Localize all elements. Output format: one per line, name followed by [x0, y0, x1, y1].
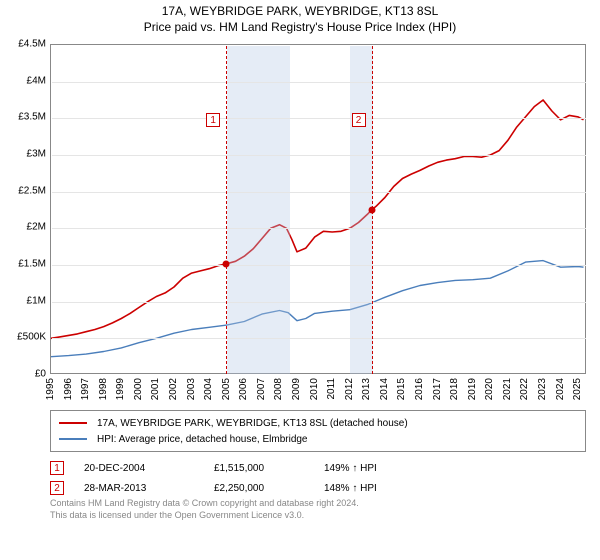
x-axis-label: 2015: [396, 378, 407, 400]
x-axis-label: 2013: [361, 378, 372, 400]
x-axis-label: 2005: [221, 378, 232, 400]
x-axis-label: 2008: [273, 378, 284, 400]
y-axis-label: £1M: [2, 295, 46, 306]
sale-dot: [368, 207, 375, 214]
gridline: [52, 338, 586, 339]
x-axis-label: 2017: [432, 378, 443, 400]
x-axis-label: 2022: [519, 378, 530, 400]
x-axis-label: 1999: [115, 378, 126, 400]
marker-box: 1: [206, 113, 220, 127]
footer-line-2: This data is licensed under the Open Gov…: [50, 510, 586, 522]
legend-swatch: [59, 438, 87, 440]
chart-area: 12 £0£500K£1M£1.5M£2M£2.5M£3M£3.5M£4M£4.…: [50, 44, 586, 374]
y-axis-label: £1.5M: [2, 259, 46, 270]
sale-dot: [223, 260, 230, 267]
title-line-1: 17A, WEYBRIDGE PARK, WEYBRIDGE, KT13 8SL: [0, 4, 600, 18]
y-axis-label: £4.5M: [2, 39, 46, 50]
x-axis-label: 2016: [414, 378, 425, 400]
gridline: [52, 192, 586, 193]
x-axis-label: 2010: [309, 378, 320, 400]
y-axis-label: £3.5M: [2, 112, 46, 123]
x-axis-label: 2021: [502, 378, 513, 400]
gridline: [52, 302, 586, 303]
transaction-row: 2 28-MAR-2013£2,250,000148% ↑ HPI: [50, 478, 586, 498]
x-axis-label: 1997: [80, 378, 91, 400]
x-axis-label: 2003: [186, 378, 197, 400]
transaction-date: 20-DEC-2004: [84, 463, 214, 474]
gridline: [52, 118, 586, 119]
transaction-marker: 1: [50, 461, 64, 475]
x-axis-label: 2011: [326, 378, 337, 400]
y-axis-label: £2M: [2, 222, 46, 233]
transaction-hpi: 149% ↑ HPI: [324, 463, 444, 474]
x-axis-label: 2002: [168, 378, 179, 400]
legend-item: 17A, WEYBRIDGE PARK, WEYBRIDGE, KT13 8SL…: [59, 415, 577, 431]
transactions-table: 1 20-DEC-2004£1,515,000149% ↑ HPI 2 28-MAR-…: [50, 458, 586, 498]
y-axis-label: £4M: [2, 75, 46, 86]
marker-vline: [226, 46, 227, 374]
legend-label: HPI: Average price, detached house, Elmb…: [97, 434, 308, 445]
transaction-price: £1,515,000: [214, 463, 324, 474]
x-axis-label: 2012: [344, 378, 355, 400]
legend-swatch: [59, 422, 87, 424]
x-axis-label: 1995: [45, 378, 56, 400]
title-line-2: Price paid vs. HM Land Registry's House …: [0, 20, 600, 34]
x-axis-label: 2009: [291, 378, 302, 400]
transaction-marker: 2: [50, 481, 64, 495]
chart-title: 17A, WEYBRIDGE PARK, WEYBRIDGE, KT13 8SL…: [0, 0, 600, 34]
transaction-hpi: 148% ↑ HPI: [324, 483, 444, 494]
x-axis-label: 2000: [133, 378, 144, 400]
x-axis-label: 2024: [555, 378, 566, 400]
footer-line-1: Contains HM Land Registry data © Crown c…: [50, 498, 586, 510]
series-line: [51, 261, 584, 357]
x-axis-label: 2020: [484, 378, 495, 400]
x-axis-label: 1998: [98, 378, 109, 400]
x-axis-label: 2001: [150, 378, 161, 400]
x-axis-label: 2007: [256, 378, 267, 400]
x-axis-label: 2019: [467, 378, 478, 400]
legend-region: 17A, WEYBRIDGE PARK, WEYBRIDGE, KT13 8SL…: [50, 410, 586, 498]
legend-label: 17A, WEYBRIDGE PARK, WEYBRIDGE, KT13 8SL…: [97, 418, 408, 429]
x-axis-label: 2023: [537, 378, 548, 400]
shaded-band: [227, 46, 290, 374]
x-axis-label: 2014: [379, 378, 390, 400]
x-axis-label: 2018: [449, 378, 460, 400]
y-axis-label: £0: [2, 369, 46, 380]
x-axis-label: 2004: [203, 378, 214, 400]
gridline: [52, 82, 586, 83]
plot-box: 12: [50, 44, 586, 374]
footer-attribution: Contains HM Land Registry data © Crown c…: [50, 498, 586, 521]
y-axis-label: £3M: [2, 149, 46, 160]
transaction-price: £2,250,000: [214, 483, 324, 494]
legend-box: 17A, WEYBRIDGE PARK, WEYBRIDGE, KT13 8SL…: [50, 410, 586, 452]
x-axis-label: 2025: [572, 378, 583, 400]
line-svg: [51, 45, 587, 375]
marker-box: 2: [352, 113, 366, 127]
y-axis-label: £2.5M: [2, 185, 46, 196]
gridline: [52, 228, 586, 229]
x-axis-label: 2006: [238, 378, 249, 400]
transaction-row: 1 20-DEC-2004£1,515,000149% ↑ HPI: [50, 458, 586, 478]
y-axis-label: £500K: [2, 332, 46, 343]
gridline: [52, 265, 586, 266]
x-axis-label: 1996: [63, 378, 74, 400]
gridline: [52, 155, 586, 156]
transaction-date: 28-MAR-2013: [84, 483, 214, 494]
legend-item: HPI: Average price, detached house, Elmb…: [59, 431, 577, 447]
